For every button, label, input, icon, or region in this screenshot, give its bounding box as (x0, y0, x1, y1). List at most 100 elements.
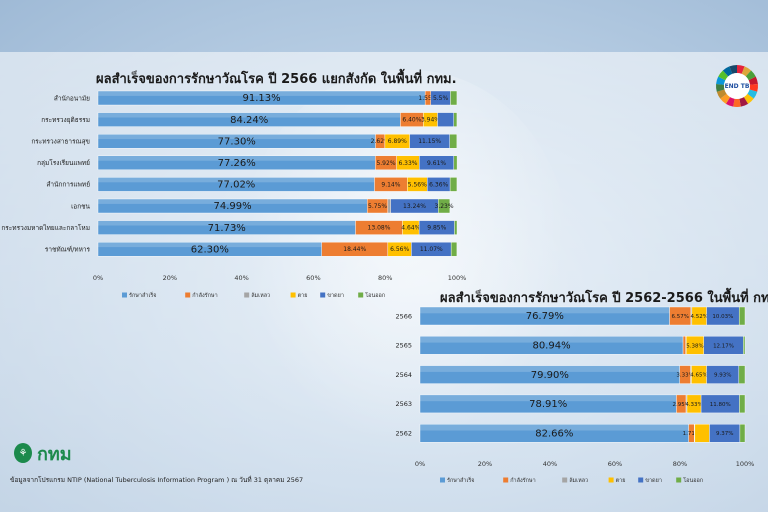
chart2-category-label: 2563 (395, 400, 412, 408)
chart2-bar-segment (739, 394, 746, 414)
sdg-wheel-segment (716, 89, 727, 99)
chart1-data-label: 74.99% (214, 201, 252, 212)
chart1-bar-segment (450, 241, 458, 257)
chart2-legend-swatch (440, 477, 445, 483)
chart1-category-label: สำนักอนามัย (54, 94, 90, 102)
chart1-bar-segment (449, 177, 458, 192)
chart2-legend-swatch (503, 477, 509, 483)
chart2-bar-segment (694, 424, 710, 443)
chart2-x-tick: 0% (415, 460, 425, 468)
chart1-category-label: กระทรวงมหาดไทยและกลาโหม (1, 224, 90, 232)
chart1-title: ผลสำเร็จของการรักษาวัณโรค ปี 2566 แยกสัง… (96, 72, 457, 87)
chart2-data-label: 3.33% (676, 373, 693, 379)
chart2-legend-swatch (638, 477, 644, 483)
chart1-data-label: 6.36% (429, 181, 448, 188)
chart2-bar-segment (739, 424, 746, 443)
chart1-legend-label: โอนออก (365, 291, 385, 299)
chart1-bar-shine (98, 155, 376, 161)
chart1-data-label: 77.30% (218, 136, 256, 147)
chart1-legend-label: รักษาสำเร็จ (129, 291, 157, 299)
sdg-wheel-segment (748, 76, 758, 85)
chart2-bar-segment (743, 336, 746, 355)
chart1-bar-shine (98, 91, 426, 96)
chart1-data-label: 77.02% (217, 180, 255, 191)
chart1-bar-segment (438, 198, 451, 214)
chart2-bar-shine (420, 307, 670, 314)
chart1-category-label: สำนักการแพทย์ (46, 181, 90, 189)
chart1-data-label: 5.5% (433, 95, 449, 102)
chart2-data-label: 4.65% (690, 373, 707, 379)
chart1-data-label: 6.40% (402, 117, 421, 124)
chart2-x-tick: 20% (478, 460, 492, 468)
sdg-wheel-segment (729, 65, 737, 74)
chart1-data-label: 13.24% (403, 203, 426, 210)
chart1-data-label: 1.55% (418, 95, 437, 102)
chart2-data-label: 82.66% (535, 428, 573, 439)
chart2-category-label: 2562 (395, 430, 412, 438)
chart1-legend-swatch (244, 292, 250, 298)
sdg-wheel-segment (741, 66, 752, 77)
chart2-data-label: 76.79% (526, 311, 564, 322)
chart1-data-label: 84.24% (230, 115, 268, 126)
chart2-data-label: 9.93% (714, 373, 731, 379)
chart2-bar-segment (682, 336, 686, 355)
chart1-bar-shine (98, 242, 322, 248)
chart2-data-label: 5.38% (686, 343, 703, 349)
chart1-legend-swatch (185, 292, 191, 298)
chart1-data-label: 9.61% (427, 160, 446, 167)
chart2-legend-swatch (676, 477, 682, 483)
chart1-data-label: 3.23% (435, 203, 454, 210)
chart1-x-tick: 100% (448, 274, 467, 282)
chart1-category-label: กระทรวงสาธารณสุข (31, 138, 90, 146)
chart2-data-label: 2.95% (673, 402, 690, 408)
chart2-legend-label: กำลังรักษา (510, 477, 535, 484)
chart2-data-label: 9.37% (716, 431, 733, 437)
chart2-title: ผลสำเร็จของการรักษาวัณโรค ปี 2562-2566 ใ… (440, 291, 768, 306)
sdg-wheel-segment (747, 89, 758, 99)
chart2-bar-shine (420, 394, 677, 402)
chart1-bar-segment (450, 90, 458, 106)
chart1-data-label: 3.94% (421, 117, 440, 124)
chart2-legend-swatch (562, 477, 568, 483)
chart2-data-label: 12.17% (713, 343, 734, 349)
chart1-data-label: 2.62% (371, 138, 390, 145)
chart2-bar-shine (420, 336, 684, 343)
sdg-wheel-segment (739, 97, 749, 107)
chart1-legend-label: ตาย (298, 293, 308, 299)
chart2-bar-shine (420, 365, 680, 372)
chart2-legend-label: โอนออก (683, 476, 703, 484)
chart1-bar-shine (98, 134, 376, 140)
chart1-legend-swatch (358, 292, 364, 298)
chart1-data-label: 62.30% (191, 244, 229, 255)
chart2-legend-label: ล้มเหลว (569, 477, 588, 484)
chart1-bar-segment (453, 112, 458, 127)
chart1-bar-segment (449, 133, 458, 149)
sdg-wheel-segment (743, 93, 754, 104)
chart1-data-label: 6.33% (398, 160, 417, 167)
sdg-wheel-segment (716, 76, 726, 85)
chart2-legend-label: ขาดยา (645, 478, 662, 484)
chart1-legend-label: กำลังรักษา (192, 292, 217, 299)
chart1-data-label: 5.75% (368, 203, 387, 210)
chart1-bar-shine (98, 177, 375, 183)
chart2-data-label: 6.57% (672, 314, 689, 320)
sdg-wheel-segment (718, 70, 729, 81)
chart2-data-label: 1.71% (683, 431, 700, 437)
chart2-data-label: 80.94% (532, 341, 570, 352)
chart1-bar-shine (98, 112, 401, 118)
chart1-data-label: 5.56% (408, 181, 427, 188)
chart2-x-tick: 40% (543, 460, 557, 468)
chart1-legend-label: ล้มเหลว (251, 292, 270, 299)
background-xray (240, 70, 570, 450)
chart2-bar-segment (738, 365, 746, 384)
chart2-data-label: 11.80% (710, 402, 731, 408)
chart1-data-label: 18.44% (343, 246, 366, 253)
end-tb-label: END TB (724, 83, 750, 90)
end-tb-logo (715, 64, 759, 108)
chart1-bar-shine (98, 199, 368, 204)
chart1-data-label: 6.56% (390, 246, 409, 253)
chart2-x-tick: 60% (608, 460, 622, 468)
sdg-wheel-center (724, 73, 750, 99)
chart2-legend-label: รักษาสำเร็จ (447, 476, 475, 484)
